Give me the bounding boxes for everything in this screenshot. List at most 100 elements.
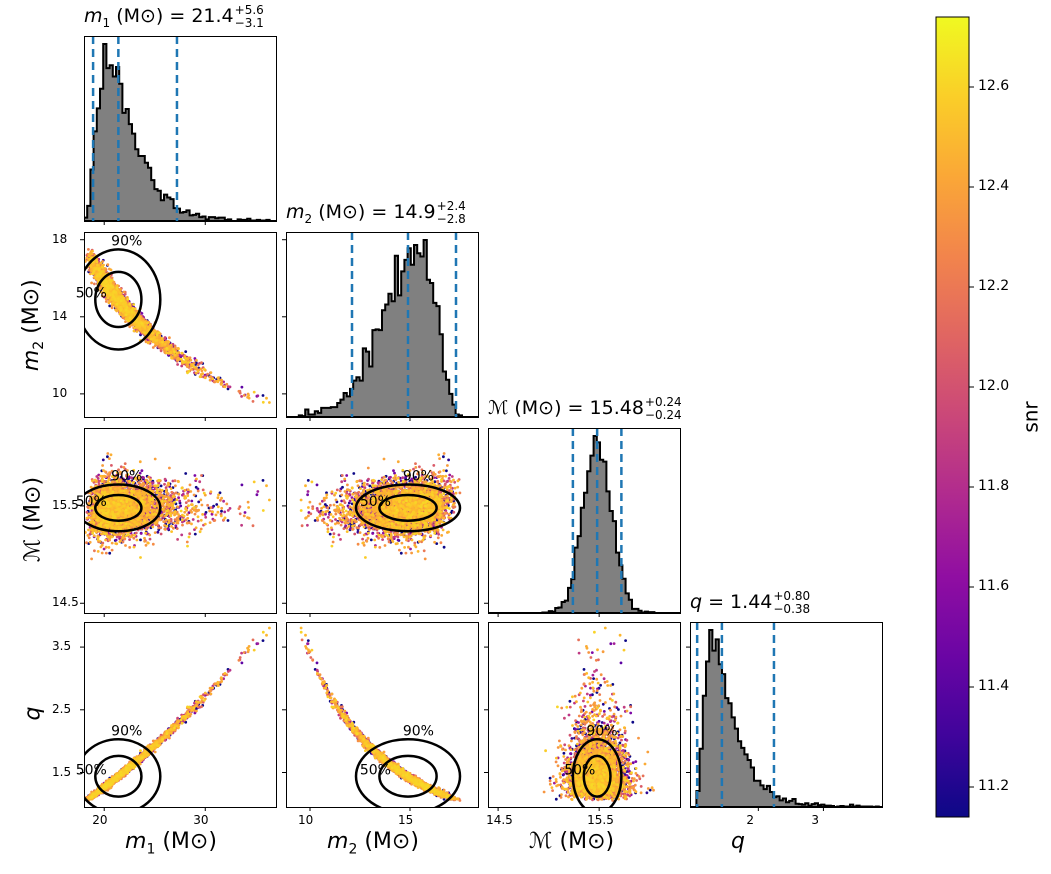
- sample-point: [122, 299, 126, 302]
- sample-point: [109, 280, 112, 284]
- panel-frame: [286, 232, 479, 418]
- sample-point: [111, 301, 115, 305]
- sample-point: [146, 341, 150, 345]
- sample-point: [119, 291, 122, 295]
- sample-point: [122, 290, 126, 294]
- sample-point: [99, 272, 102, 276]
- sample-point: [96, 263, 99, 267]
- sample-point: [158, 341, 162, 344]
- sample-point: [110, 298, 114, 301]
- sample-point: [106, 289, 109, 293]
- histogram-m1: [84, 43, 276, 221]
- sample-point: [106, 287, 110, 290]
- sample-point: [206, 372, 210, 376]
- sample-point: [173, 350, 176, 354]
- sample-point: [97, 268, 101, 272]
- sample-point: [187, 361, 190, 364]
- sample-point: [176, 363, 180, 366]
- sample-point: [168, 336, 171, 340]
- sample-point: [95, 260, 99, 264]
- sample-point: [130, 313, 134, 317]
- sample-point: [201, 372, 205, 375]
- sample-point: [88, 272, 92, 276]
- sample-point: [265, 396, 268, 400]
- sample-point: [251, 400, 255, 403]
- sample-point: [203, 376, 207, 380]
- sample-point: [137, 323, 141, 327]
- sample-point: [87, 248, 90, 251]
- sample-point: [211, 377, 215, 381]
- sample-point: [140, 312, 144, 315]
- sample-point: [161, 340, 164, 344]
- sample-point: [116, 300, 120, 303]
- sample-point: [226, 519, 230, 522]
- sample-point: [153, 344, 157, 347]
- sample-point: [108, 551, 112, 555]
- sample-point: [190, 368, 193, 371]
- sample-point: [102, 283, 106, 287]
- sample-point: [173, 353, 177, 357]
- scatter-m1-mc: [84, 452, 271, 561]
- sample-point: [91, 272, 94, 276]
- sample-point: [196, 487, 200, 491]
- sample-point: [155, 335, 159, 339]
- sample-point: [101, 287, 105, 291]
- sample-point: [200, 361, 203, 365]
- sample-point: [124, 317, 128, 321]
- sample-point: [242, 394, 246, 397]
- sample-point: [247, 394, 251, 397]
- sample-point: [208, 375, 212, 379]
- sample-point: [240, 395, 244, 398]
- sample-point: [100, 294, 104, 298]
- sample-point: [104, 284, 108, 288]
- sample-point: [184, 472, 188, 475]
- sample-point: [157, 331, 161, 335]
- sample-point: [125, 306, 129, 310]
- sample-point: [161, 343, 164, 346]
- sample-point: [106, 263, 110, 266]
- sample-point: [95, 274, 99, 278]
- sample-point: [138, 317, 141, 320]
- sample-point: [149, 337, 153, 341]
- sample-point: [177, 356, 180, 360]
- sample-point: [186, 371, 189, 375]
- sample-point: [180, 351, 184, 355]
- sample-point: [104, 300, 108, 303]
- sample-point: [223, 385, 227, 389]
- sample-point: [124, 320, 127, 323]
- sample-point: [163, 337, 166, 340]
- sample-point: [132, 303, 136, 306]
- sample-point: [155, 333, 159, 337]
- sample-point: [92, 270, 96, 273]
- sample-point: [190, 363, 194, 367]
- sample-point: [122, 309, 125, 313]
- sample-point: [154, 339, 158, 342]
- sample-point: [85, 256, 89, 260]
- panel-m1-mc: 50%90%: [76, 428, 277, 617]
- sample-point: [123, 292, 127, 296]
- sample-point: [146, 321, 150, 325]
- sample-point: [199, 367, 203, 371]
- sample-point: [151, 346, 155, 349]
- sample-point: [184, 357, 188, 360]
- histogram-m2: [286, 239, 478, 417]
- sample-point: [252, 390, 256, 394]
- sample-point: [119, 306, 122, 309]
- sample-point: [121, 302, 125, 306]
- sample-point: [189, 358, 193, 362]
- sample-point: [119, 295, 123, 299]
- sample-point: [128, 325, 132, 329]
- sample-point: [108, 278, 112, 282]
- sample-point: [163, 342, 167, 346]
- sample-point: [114, 305, 118, 308]
- sample-point: [226, 385, 230, 388]
- sample-point: [87, 254, 91, 258]
- sample-point: [240, 483, 244, 487]
- sample-point: [165, 351, 169, 355]
- sample-point: [220, 509, 223, 513]
- sample-point: [195, 366, 198, 370]
- sample-point: [175, 351, 179, 355]
- sample-point: [218, 491, 222, 495]
- sample-point: [151, 340, 155, 344]
- sample-point: [186, 364, 190, 367]
